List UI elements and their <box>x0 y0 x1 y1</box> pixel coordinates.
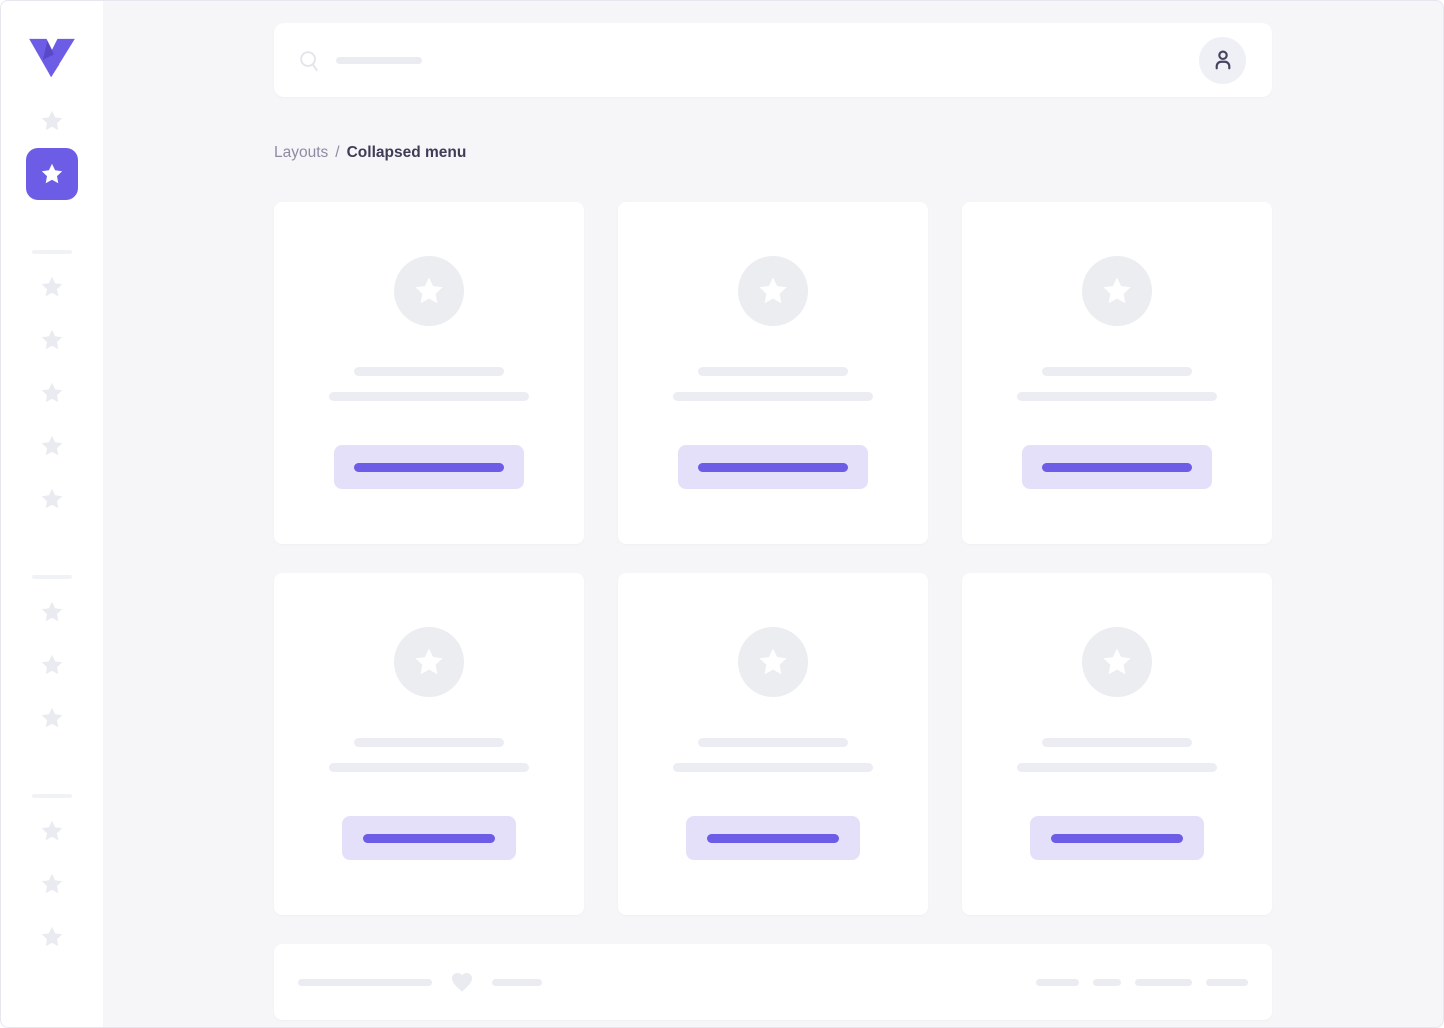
star-icon <box>40 487 64 511</box>
button-label-placeholder <box>707 833 839 843</box>
card-image-placeholder <box>1082 627 1152 697</box>
breadcrumb-current: Collapsed menu <box>346 144 467 161</box>
card <box>618 573 928 915</box>
sidebar-item-star[interactable] <box>26 95 78 147</box>
card-grid <box>274 202 1272 915</box>
search-icon <box>298 49 321 72</box>
card-title-placeholder <box>354 367 504 376</box>
card-image-placeholder <box>1082 256 1152 326</box>
star-icon <box>1101 646 1133 678</box>
card <box>274 573 584 915</box>
breadcrumb-separator: / <box>335 144 340 161</box>
footer-link-placeholder <box>1036 978 1079 986</box>
card-subtitle-placeholder <box>673 763 873 772</box>
star-icon <box>40 434 64 458</box>
sidebar-item-star[interactable] <box>26 314 78 366</box>
footer-link-placeholder <box>1206 978 1248 986</box>
card <box>962 573 1272 915</box>
person-icon <box>1210 47 1236 73</box>
footer-text-placeholder <box>492 978 542 986</box>
footer-bar <box>274 944 1272 1020</box>
card-title-placeholder <box>354 738 504 747</box>
card-image-placeholder <box>394 627 464 697</box>
star-icon <box>757 275 789 307</box>
breadcrumb-section[interactable]: Layouts <box>274 144 329 161</box>
sidebar-item-star[interactable] <box>26 639 78 691</box>
sidebar-item-star[interactable] <box>26 858 78 910</box>
card-button[interactable] <box>686 816 860 860</box>
content-column: Layouts / Collapsed menu <box>274 1 1272 1027</box>
sidebar-nav <box>26 95 78 964</box>
sidebar-item-star[interactable] <box>26 586 78 638</box>
star-icon <box>40 162 64 186</box>
star-icon <box>757 646 789 678</box>
card <box>274 202 584 544</box>
card-subtitle-placeholder <box>329 763 529 772</box>
sidebar-item-star[interactable] <box>26 473 78 525</box>
sidebar-item-star-active[interactable] <box>26 148 78 200</box>
card-button[interactable] <box>1030 816 1204 860</box>
sidebar-item-star[interactable] <box>26 805 78 857</box>
card-button[interactable] <box>334 445 524 489</box>
footer-link-placeholder <box>1135 978 1192 986</box>
card-image-placeholder <box>738 627 808 697</box>
card-title-placeholder <box>698 738 848 747</box>
star-icon <box>40 328 64 352</box>
sidebar-divider <box>32 794 72 798</box>
search-placeholder-line <box>336 56 422 64</box>
card-image-placeholder <box>738 256 808 326</box>
card-subtitle-placeholder <box>1017 392 1217 401</box>
breadcrumb: Layouts / Collapsed menu <box>274 144 1272 162</box>
sidebar-item-star[interactable] <box>26 261 78 313</box>
card <box>962 202 1272 544</box>
footer-text-placeholder <box>298 978 432 986</box>
button-label-placeholder <box>1042 462 1192 472</box>
card-subtitle-placeholder <box>1017 763 1217 772</box>
card-title-placeholder <box>698 367 848 376</box>
star-icon <box>40 819 64 843</box>
card-subtitle-placeholder <box>673 392 873 401</box>
card-image-placeholder <box>394 256 464 326</box>
button-label-placeholder <box>363 833 495 843</box>
topbar <box>274 23 1272 97</box>
card <box>618 202 928 544</box>
sidebar-item-star[interactable] <box>26 367 78 419</box>
star-icon <box>40 600 64 624</box>
button-label-placeholder <box>1051 833 1183 843</box>
star-icon <box>40 275 64 299</box>
button-label-placeholder <box>354 462 504 472</box>
star-icon <box>40 925 64 949</box>
card-button[interactable] <box>1022 445 1212 489</box>
card-button[interactable] <box>342 816 516 860</box>
star-icon <box>413 646 445 678</box>
footer-link-placeholder <box>1093 978 1121 986</box>
star-icon <box>413 275 445 307</box>
star-icon <box>1101 275 1133 307</box>
card-title-placeholder <box>1042 367 1192 376</box>
card-button[interactable] <box>678 445 868 489</box>
v-logo-icon[interactable] <box>27 37 77 79</box>
search-input[interactable] <box>298 23 1199 97</box>
star-icon <box>40 109 64 133</box>
heart-icon <box>450 970 474 994</box>
button-label-placeholder <box>698 462 848 472</box>
star-icon <box>40 872 64 896</box>
star-icon <box>40 653 64 677</box>
star-icon <box>40 381 64 405</box>
star-icon <box>40 706 64 730</box>
sidebar-item-star[interactable] <box>26 911 78 963</box>
sidebar-divider <box>32 575 72 579</box>
card-subtitle-placeholder <box>329 392 529 401</box>
sidebar-divider <box>32 250 72 254</box>
main-area: Layouts / Collapsed menu <box>103 1 1443 1027</box>
sidebar-item-star[interactable] <box>26 692 78 744</box>
card-title-placeholder <box>1042 738 1192 747</box>
sidebar <box>1 1 103 1027</box>
sidebar-item-star[interactable] <box>26 420 78 472</box>
avatar-button[interactable] <box>1199 36 1246 84</box>
